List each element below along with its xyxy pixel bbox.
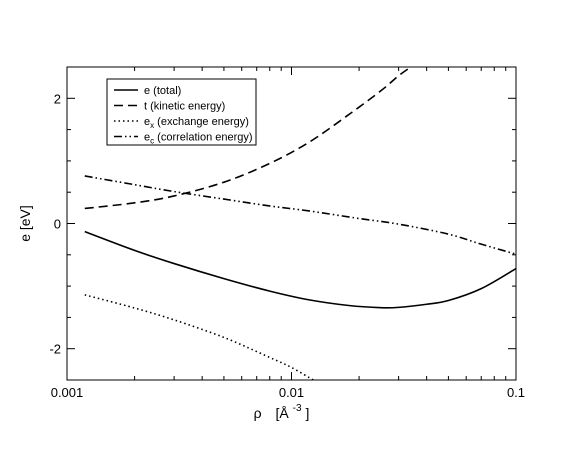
x-axis-title: ρ [Å -3 ] (254, 398, 310, 421)
series-line-kinetic (84, 67, 412, 210)
legend: e (total) t (kinetic energy) ex (exchange … (106, 78, 257, 146)
series-line-total (84, 230, 516, 309)
x-tick-label: 0.1 (507, 385, 525, 400)
x-tick-label: 0.01 (279, 385, 304, 400)
series-layer (84, 67, 516, 380)
x-axis-symbol: ρ (254, 405, 262, 421)
y-tick-label: 0 (54, 217, 61, 232)
legend-label-exchange: ex (exchange energy) (144, 116, 249, 130)
legend-label-kinetic: t (kinetic energy) (144, 101, 225, 113)
x-axis-unit-open: [Å (276, 405, 290, 421)
x-axis-unit-exponent: -3 (293, 403, 302, 414)
y-tick-label: 2 (54, 91, 61, 106)
x-tick-label: 0.001 (51, 385, 84, 400)
y-axis-title: e [eV] (17, 205, 33, 242)
series-line-exchange (84, 294, 314, 380)
axis-ticks: 0.001 0.01 0.1 2 0 -2 (49, 66, 525, 400)
x-axis-unit-close: ] (305, 405, 309, 421)
legend-label-total: e (total) (144, 85, 181, 97)
y-tick-label: -2 (49, 342, 61, 357)
series-line-correlation (84, 175, 516, 255)
legend-label-correlation: ec (correlation energy) (144, 132, 253, 146)
